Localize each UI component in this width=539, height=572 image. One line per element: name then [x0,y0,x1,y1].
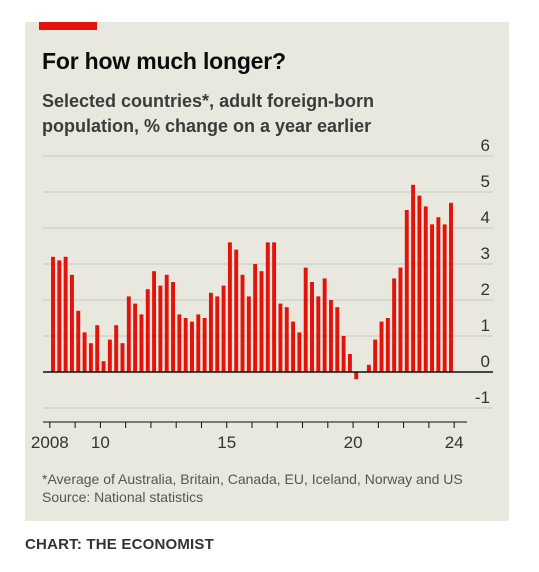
bar [227,242,232,372]
bar [171,282,175,372]
bar [335,307,340,372]
y-tick-label: 5 [481,172,490,191]
x-tick-label: 10 [91,433,110,452]
bar [259,271,264,372]
y-tick-label: 3 [481,244,490,263]
bar [63,256,68,372]
y-tick-label: 2 [481,280,490,299]
bar [246,296,251,372]
bar [303,267,308,372]
bar [57,260,62,372]
bar [449,202,453,372]
y-tick-label: -1 [475,388,490,407]
bar [436,217,441,372]
bar [291,321,296,372]
chart-source: Source: National statistics [42,489,204,505]
bar [139,314,144,372]
y-tick-label: 0 [481,352,490,371]
bar [316,296,321,372]
chart-credit: CHART: THE ECONOMIST [25,536,214,553]
bar [354,372,359,380]
bar [417,195,422,372]
y-tick-label: 4 [481,208,490,227]
y-tick-label: 1 [481,316,490,335]
y-tick-label: 6 [481,136,490,155]
bar [329,300,333,372]
bar [177,314,182,372]
bar [265,242,270,372]
chart-subtitle: Selected countries*, adult foreign-born … [42,91,375,136]
x-tick-label: 24 [445,433,464,452]
bar [411,184,416,372]
bar [107,339,112,372]
bar [82,332,87,372]
bar [253,264,258,372]
bar [272,242,277,372]
bar [190,321,194,372]
bar [430,224,435,372]
bar [76,310,81,372]
bar [208,292,213,372]
bar [120,343,125,372]
chart-title: For how much longer? [42,48,286,74]
x-tick-label: 20 [344,433,363,452]
bar [423,206,428,372]
bar [152,271,157,372]
bar [215,296,220,372]
bar [379,321,384,372]
bar [88,343,93,372]
bar [234,249,239,372]
chart-footnote: *Average of Australia, Britain, Canada, … [42,471,463,487]
bar [341,336,346,372]
bar [442,224,447,372]
bar [366,364,371,372]
accent-bar [39,22,97,30]
bar [392,278,397,372]
bar [164,274,169,372]
bar [126,296,131,372]
chart-panel: For how much longer? Selected countries*… [25,22,509,521]
bar [69,274,74,372]
bar [114,325,119,372]
bar [202,318,207,372]
bar [196,314,201,372]
bar [284,307,289,372]
bar [385,318,390,372]
x-tick-label: 2008 [31,433,69,452]
bar [322,278,327,372]
bar [221,285,226,372]
bar [95,325,100,372]
bar [133,303,138,372]
bar [310,282,314,372]
bar [373,339,378,372]
bar [347,354,352,372]
bar [158,285,163,372]
bar [398,267,403,372]
bar [240,274,245,372]
x-tick-label: 15 [217,433,236,452]
bar [404,210,409,372]
bar [183,318,188,372]
bar [101,361,106,372]
bar [51,256,55,372]
bar [297,332,302,372]
bar [278,303,283,372]
bar [145,289,150,372]
